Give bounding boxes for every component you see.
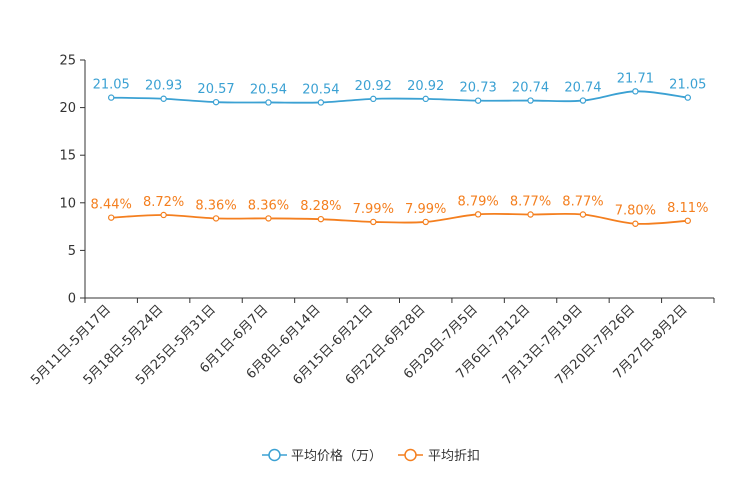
data-point-price[interactable] [474, 97, 482, 104]
data-label-discount: 8.11% [667, 201, 708, 216]
data-label-discount: 7.99% [405, 202, 446, 217]
data-label-layer: 21.05 20.93 20.57 20.54 20.54 20.92 20.92 20.73… [91, 71, 709, 218]
data-point-discount[interactable] [684, 217, 691, 224]
data-point-price[interactable] [265, 99, 272, 106]
data-point-discount[interactable] [632, 220, 639, 227]
legend-price-marker-icon [268, 448, 281, 462]
data-label-discount: 8.72% [143, 195, 184, 210]
data-point-discount[interactable] [422, 218, 429, 226]
data-label-price: 20.93 [145, 79, 182, 94]
data-point-discount[interactable] [474, 211, 482, 218]
data-label-discount: 8.79% [457, 194, 498, 209]
data-label-discount: 8.77% [510, 195, 551, 210]
data-label-discount: 8.36% [248, 198, 289, 213]
y-tick-label: 0 [68, 292, 76, 307]
data-point-discount[interactable] [265, 215, 272, 222]
series-line-discount [111, 212, 688, 225]
data-point-discount[interactable] [160, 211, 167, 219]
data-label-discount: 8.36% [195, 198, 236, 213]
data-point-price[interactable] [579, 97, 587, 104]
data-label-price: 21.05 [93, 78, 130, 93]
data-label-price: 20.54 [302, 82, 339, 97]
data-label-price: 20.57 [197, 82, 234, 97]
data-point-price[interactable] [160, 95, 167, 102]
y-tick-label: 15 [59, 149, 76, 164]
data-label-discount: 8.28% [300, 199, 341, 214]
data-point-price[interactable] [422, 95, 429, 103]
data-point-discount[interactable] [212, 215, 220, 222]
y-tick-label: 5 [68, 244, 76, 259]
data-point-discount[interactable] [527, 211, 534, 218]
data-label-price: 20.74 [564, 81, 601, 96]
legend-item-price[interactable]: 平均价格（万） [262, 448, 382, 464]
series-layer [108, 88, 691, 227]
y-tick-label: 20 [59, 101, 76, 116]
data-label-price: 20.54 [250, 82, 287, 97]
data-label-price: 21.05 [669, 78, 706, 93]
data-point-price[interactable] [108, 94, 115, 101]
data-label-discount: 8.77% [562, 195, 603, 210]
data-label-discount: 8.44% [91, 198, 132, 213]
series-line-price [111, 90, 688, 104]
data-label-price: 20.92 [355, 79, 392, 94]
data-label-price: 20.74 [512, 81, 549, 96]
data-point-price[interactable] [370, 95, 377, 103]
data-point-price[interactable] [317, 99, 325, 106]
y-tick-label: 10 [59, 196, 76, 211]
y-tick-label: 25 [59, 54, 76, 69]
legend-discount-marker-icon [404, 448, 417, 462]
data-label-price: 20.92 [407, 79, 444, 94]
data-point-discount[interactable] [370, 218, 377, 226]
data-label-price: 21.71 [617, 71, 654, 86]
legend-price-label: 平均价格（万） [291, 448, 382, 464]
data-point-price[interactable] [212, 98, 220, 106]
data-point-discount[interactable] [579, 211, 587, 218]
data-point-discount[interactable] [317, 215, 325, 223]
legend-item-discount[interactable]: 平均折扣 [398, 448, 480, 464]
data-label-discount: 7.80% [615, 204, 656, 219]
data-label-price: 20.73 [460, 81, 497, 96]
data-label-discount: 7.99% [353, 202, 394, 217]
legend: 平均价格（万） 平均折扣 [262, 448, 480, 464]
data-point-price[interactable] [632, 88, 639, 95]
data-point-discount[interactable] [108, 214, 115, 221]
legend-discount-label: 平均折扣 [428, 449, 480, 464]
data-point-price[interactable] [684, 94, 691, 101]
data-point-price[interactable] [527, 97, 534, 104]
